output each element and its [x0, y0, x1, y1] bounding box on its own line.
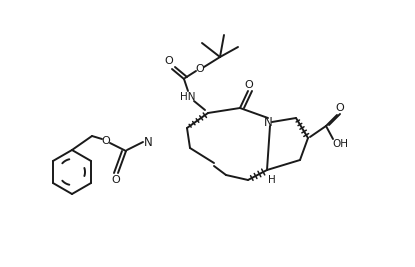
Text: O: O — [244, 80, 254, 90]
Text: H: H — [268, 175, 276, 185]
Text: O: O — [165, 56, 173, 66]
Text: O: O — [195, 64, 204, 74]
Text: OH: OH — [332, 139, 348, 149]
Text: N: N — [264, 116, 272, 128]
Text: N: N — [144, 136, 152, 150]
Text: HN: HN — [180, 92, 196, 102]
Text: O: O — [336, 103, 344, 113]
Text: O: O — [112, 175, 120, 185]
Text: O: O — [102, 136, 110, 146]
